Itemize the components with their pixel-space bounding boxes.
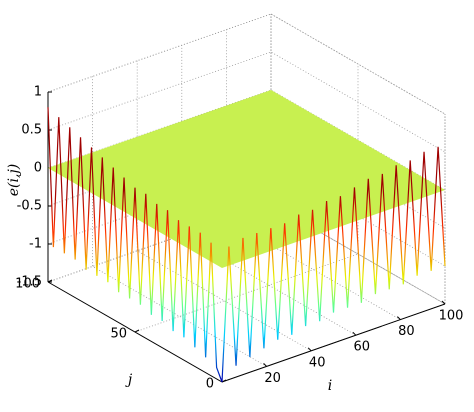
grid-line <box>225 29 401 320</box>
y-axis-label: j <box>125 372 133 388</box>
tick-mark <box>47 279 53 283</box>
z-tick-label: 0 <box>34 161 42 176</box>
x-axis <box>221 303 446 383</box>
box-edge <box>270 13 446 115</box>
tick-mark <box>307 347 312 352</box>
grid-line <box>47 14 272 283</box>
x-tick-label: 80 <box>398 324 415 339</box>
x-axis-label: i <box>328 378 332 394</box>
box-edge <box>47 13 272 93</box>
x-tick-label: 60 <box>354 340 371 355</box>
y-tick-label: 0 <box>206 377 214 392</box>
x-tick-label: 20 <box>264 371 281 386</box>
surface-edge <box>221 146 446 383</box>
grid-line <box>181 45 356 336</box>
grid-line <box>47 51 446 153</box>
tick-mark <box>263 363 267 367</box>
grid-line <box>270 14 446 305</box>
tick-mark <box>221 379 227 383</box>
surface-edge <box>47 107 223 383</box>
z-tick-label: -0.5 <box>17 199 42 214</box>
z-tick-label: -1.5 <box>17 275 42 290</box>
grid-line <box>47 13 446 115</box>
tick-mark <box>134 329 140 333</box>
tick-mark <box>397 316 401 320</box>
x-tick-label: 100 <box>439 309 464 324</box>
tick-mark <box>441 300 446 305</box>
surface-plane <box>48 90 445 268</box>
z-tick-label: 1 <box>34 85 42 100</box>
z-tick-label: 0.5 <box>21 123 42 138</box>
x-tick-label: 40 <box>309 355 326 370</box>
y-tick-label: 50 <box>110 327 127 342</box>
y-tick-label: 100 <box>15 277 40 292</box>
z-tick-label: -1 <box>29 237 42 252</box>
tick-mark <box>352 331 357 336</box>
grid-line <box>136 60 312 352</box>
z-axis-label: e(i,j) <box>6 164 22 196</box>
grid-line <box>134 64 359 333</box>
grid-line <box>92 76 267 367</box>
